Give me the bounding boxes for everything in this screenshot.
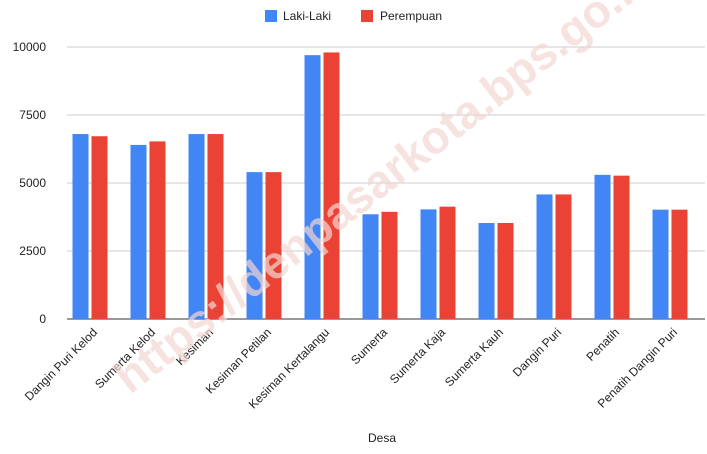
y-axis-ticks: 0 2500 5000 7500 10000 xyxy=(13,40,47,326)
bar-laki-laki-sumerta xyxy=(362,214,379,319)
y-tick-label: 2500 xyxy=(19,244,46,258)
y-tick-label: 0 xyxy=(39,312,46,326)
legend-swatch-perempuan xyxy=(361,10,373,22)
bar-laki-laki-sumerta-kauh xyxy=(478,222,495,319)
y-tick-label: 10000 xyxy=(13,40,47,54)
y-tick-label: 5000 xyxy=(19,176,46,190)
legend-label-perempuan: Perempuan xyxy=(380,9,442,23)
y-tick-label: 7500 xyxy=(19,108,46,122)
bar-perempuan-sumerta-kaja xyxy=(439,206,456,319)
bar-perempuan-sumerta-kelod xyxy=(149,141,166,319)
bar-perempuan-penatih-dangin-puri xyxy=(671,209,688,319)
legend-swatch-laki-laki xyxy=(265,10,277,22)
bar-perempuan-dangin-puri-kelod xyxy=(91,136,108,319)
bar-perempuan-kesiman-petilan xyxy=(265,172,282,319)
bar-perempuan-sumerta xyxy=(381,211,398,319)
legend: Laki-Laki Perempuan xyxy=(265,9,442,23)
watermark: https://denpasarkota.bps.go.id xyxy=(104,0,664,403)
bar-laki-laki-penatih xyxy=(594,174,611,319)
x-tick-label-dangin-puri: Dangin Puri xyxy=(510,325,564,379)
bar-laki-laki-sumerta-kaja xyxy=(420,209,437,319)
bars xyxy=(72,52,688,319)
bar-perempuan-kesiman-kertalangu xyxy=(323,52,340,319)
bar-laki-laki-kesiman-petilan xyxy=(246,172,263,319)
bar-laki-laki-penatih-dangin-puri xyxy=(652,209,669,319)
x-tick-label-sumerta: Sumerta xyxy=(348,325,390,367)
bar-perempuan-kesiman xyxy=(207,134,224,319)
bar-perempuan-dangin-puri xyxy=(555,194,572,319)
legend-label-laki-laki: Laki-Laki xyxy=(283,9,331,23)
x-tick-label-dangin-puri-kelod: Dangin Puri Kelod xyxy=(22,325,100,403)
bar-laki-laki-kesiman-kertalangu xyxy=(304,55,321,319)
bar-laki-laki-kesiman xyxy=(188,134,205,319)
bar-laki-laki-dangin-puri-kelod xyxy=(72,134,89,319)
x-tick-label-sumerta-kaja: Sumerta Kaja xyxy=(387,325,449,387)
x-tick-label-penatih: Penatih xyxy=(583,325,622,364)
bar-perempuan-penatih xyxy=(613,175,630,319)
bar-perempuan-sumerta-kauh xyxy=(497,222,514,319)
bar-laki-laki-dangin-puri xyxy=(536,194,553,319)
x-tick-label-sumerta-kauh: Sumerta Kauh xyxy=(442,325,506,389)
x-axis-title: Desa xyxy=(368,431,396,445)
bar-laki-laki-sumerta-kelod xyxy=(130,144,147,319)
